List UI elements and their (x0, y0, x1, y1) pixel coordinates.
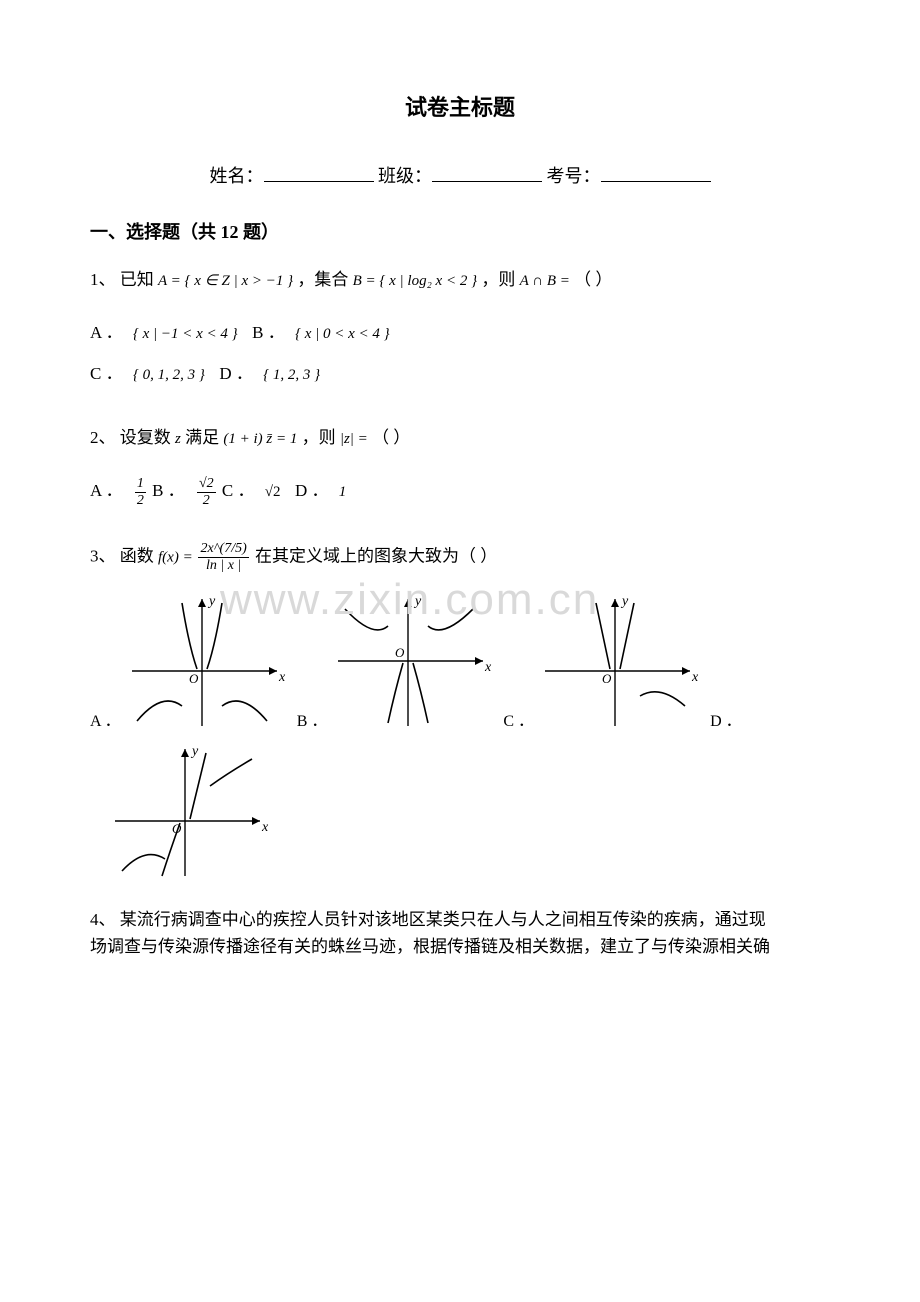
q2-optB-label: B ． (152, 481, 185, 500)
name-blank[interactable] (264, 163, 374, 182)
class-blank[interactable] (432, 163, 542, 182)
exam-page: 试卷主标题 姓名： 班级： 考号： 一、选择题（共 12 题） 1、 已知 A … (0, 0, 920, 1001)
q3-graph-C: x y O (540, 591, 700, 731)
name-label: 姓名： (210, 166, 264, 186)
q2-mid1: 满足 (185, 428, 223, 447)
q3-optD-block: D ． (710, 707, 748, 731)
class-label: 班级： (378, 166, 432, 186)
q3-graph-D: x y O (110, 741, 270, 881)
q3-optB-block: B ． x y O (297, 591, 494, 731)
origin-label: O (602, 671, 612, 686)
q2-optD: 1 (339, 484, 347, 500)
axis-x-label: x (278, 670, 286, 685)
axis-y-label: y (620, 594, 629, 609)
question-2: 2、 设复数 z 满足 (1 + i) z̄ = 1 ，则 |z| = （ ） (90, 424, 830, 453)
origin-label: O (189, 671, 199, 686)
q2-abs: |z| = (340, 431, 368, 447)
q3-func-frac: 2x^(7/5) ln | x | (198, 542, 248, 573)
q1-optA: { x | −1 < x < 4 } (133, 326, 238, 342)
axis-y-label: y (207, 594, 216, 609)
id-label: 考号： (547, 166, 601, 186)
q2-optB-num: √2 (197, 477, 216, 493)
question-1: 1、 已知 A = { x ∈ Z | x > −1 } ，集合 B = { x… (90, 266, 830, 295)
q3-optA-block: A ． x y O (90, 591, 287, 731)
q1-setB: B = { x | log₂ x < 2 } (353, 273, 477, 289)
axis-y-label: y (413, 594, 422, 609)
q1-optB-label: B ． (252, 323, 285, 342)
question-4: 4、 某流行病调查中心的疾控人员针对该地区某类只在人与人之间相互传染的疾病，通过… (90, 906, 830, 960)
q2-optB-frac: √2 2 (197, 477, 216, 508)
q3-func-den: ln | x | (198, 558, 248, 573)
q3-optB-label: B ． (297, 707, 328, 731)
q3-prefix: 3、 函数 (90, 547, 158, 566)
q2-prefix: 2、 设复数 (90, 428, 175, 447)
axis-x-label: x (691, 670, 699, 685)
q3-optA-label: A ． (90, 707, 121, 731)
student-info-line: 姓名： 班级： 考号： (90, 162, 830, 188)
q3-optC-label: C ． (503, 707, 534, 731)
q1-suffix: （ ） (574, 270, 612, 289)
q3-func-lhs: f(x) = (158, 550, 196, 566)
q3-optD-label: D ． (710, 707, 742, 731)
q3-graph-B: x y O (333, 591, 493, 731)
q1-prefix: 1、 已知 (90, 270, 158, 289)
q1-optD: { 1, 2, 3 } (263, 367, 320, 383)
q2-var: z (175, 431, 181, 447)
q4-line2: 场调查与传染源传播途径有关的蛛丝马迹，根据传播链及相关数据，建立了与传染源相关确 (90, 933, 830, 960)
q3-suffix: 在其定义域上的图象大致为（ ） (255, 547, 497, 566)
q2-optA-label: A ． (90, 481, 123, 500)
q1-optD-label: D ． (219, 364, 253, 383)
q2-eq: (1 + i) z̄ = 1 (223, 431, 297, 447)
q3-optD-graph-row: x y O (90, 741, 830, 886)
section-heading: 一、选择题（共 12 题） (90, 218, 830, 244)
q1-mid1: ，集合 (297, 270, 352, 289)
q3-func-num: 2x^(7/5) (198, 542, 248, 558)
q2-options: A ． 1 2 B ． √2 2 C ． √2 D ． 1 (90, 471, 830, 512)
q1-expr: A ∩ B = (520, 273, 570, 289)
q1-setA: A = { x ∈ Z | x > −1 } (158, 273, 293, 289)
q4-line1: 4、 某流行病调查中心的疾控人员针对该地区某类只在人与人之间相互传染的疾病，通过… (90, 906, 830, 933)
q1-optC-label: C ． (90, 364, 123, 383)
q2-optC: √2 (265, 474, 281, 510)
axis-x-label: x (484, 660, 492, 675)
q1-optC: { 0, 1, 2, 3 } (133, 367, 205, 383)
q2-optB-den: 2 (197, 493, 216, 508)
axis-y-label: y (190, 744, 199, 759)
q1-optA-label: A ． (90, 323, 123, 342)
q2-optA-num: 1 (135, 477, 146, 493)
q2-optA-den: 2 (135, 493, 146, 508)
q1-mid2: ，则 (481, 270, 519, 289)
id-blank[interactable] (601, 163, 711, 182)
q2-optD-label: D ． (295, 481, 329, 500)
page-title: 试卷主标题 (90, 90, 830, 122)
q1-options: A ． { x | −1 < x < 4 } B ． { x | 0 < x <… (90, 313, 830, 395)
origin-label: O (395, 645, 405, 660)
q3-graph-A: x y O (127, 591, 287, 731)
q3-optC-block: C ． x y O (503, 591, 700, 731)
q1-optB: { x | 0 < x < 4 } (295, 326, 390, 342)
axis-x-label: x (261, 820, 269, 835)
q2-suffix: （ ） (372, 428, 410, 447)
q2-mid2: ，则 (302, 428, 340, 447)
q2-optA-frac: 1 2 (135, 477, 146, 508)
q3-graphs: A ． x y O B ． (90, 591, 830, 731)
question-3: 3、 函数 f(x) = 2x^(7/5) ln | x | 在其定义域上的图象… (90, 542, 830, 573)
q2-optC-label: C ． (222, 481, 255, 500)
